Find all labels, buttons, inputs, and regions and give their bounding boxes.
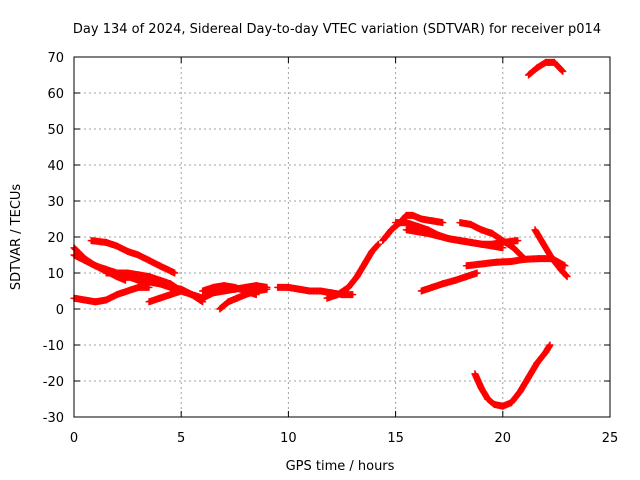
series-track-12	[379, 211, 447, 245]
y-tick-label: 40	[47, 159, 64, 174]
x-tick-label: 15	[387, 431, 404, 446]
data-point	[563, 273, 571, 281]
data-point	[499, 244, 507, 252]
data-point	[373, 242, 381, 250]
series-track-14	[402, 226, 507, 252]
data-point	[473, 269, 481, 277]
y-tick-label: 60	[47, 87, 64, 102]
x-tick-label: 10	[280, 431, 297, 446]
data-point	[562, 271, 570, 279]
data-point	[439, 219, 447, 227]
data-point	[263, 285, 271, 293]
data-point	[558, 67, 566, 75]
data-point	[145, 283, 153, 291]
series-track-9	[199, 282, 260, 299]
data-point	[561, 262, 569, 270]
y-tick-label: -30	[43, 411, 64, 426]
data-point	[171, 269, 179, 277]
x-tick-label: 5	[177, 431, 185, 446]
data-point	[349, 291, 357, 299]
data-point	[559, 67, 567, 75]
grid-layer	[74, 57, 610, 417]
data-point	[374, 240, 382, 248]
y-tick-label: 30	[47, 195, 64, 210]
data-point	[252, 291, 260, 299]
series-track-4	[87, 237, 179, 277]
y-tick-label: -10	[43, 339, 64, 354]
y-axis-label: SDTVAR / TECUs	[9, 184, 24, 291]
data-point	[562, 272, 570, 280]
series-track-3	[70, 283, 153, 306]
y-tick-label: 50	[47, 123, 64, 138]
x-axis-label: GPS time / hours	[286, 459, 395, 474]
x-tick-label: 20	[495, 431, 512, 446]
y-tick-label: 0	[56, 303, 64, 318]
data-point	[374, 241, 382, 249]
y-tick-label: -20	[43, 375, 64, 390]
data-point	[546, 341, 554, 349]
data-points-layer	[70, 58, 571, 410]
series-track-15	[456, 219, 528, 263]
series-track-20	[525, 58, 567, 79]
series-track-19	[471, 341, 554, 410]
y-tick-label: 70	[47, 51, 64, 66]
x-tick-label: 25	[602, 431, 619, 446]
series-track-18	[531, 226, 571, 281]
chart-title: Day 134 of 2024, Sidereal Day-to-day VTE…	[73, 22, 601, 37]
series-track-11	[323, 240, 382, 302]
tick-layer: 0 5 10 15 20 25 -30 -20 -10 0 10 20 30 40 50 60 70	[43, 51, 619, 446]
series-track-6	[145, 287, 207, 306]
x-tick-label: 0	[70, 431, 78, 446]
y-tick-label: 10	[47, 267, 64, 282]
series-track-16	[417, 269, 481, 295]
data-point	[514, 237, 522, 245]
series-track-10	[274, 283, 357, 299]
y-tick-label: 20	[47, 231, 64, 246]
